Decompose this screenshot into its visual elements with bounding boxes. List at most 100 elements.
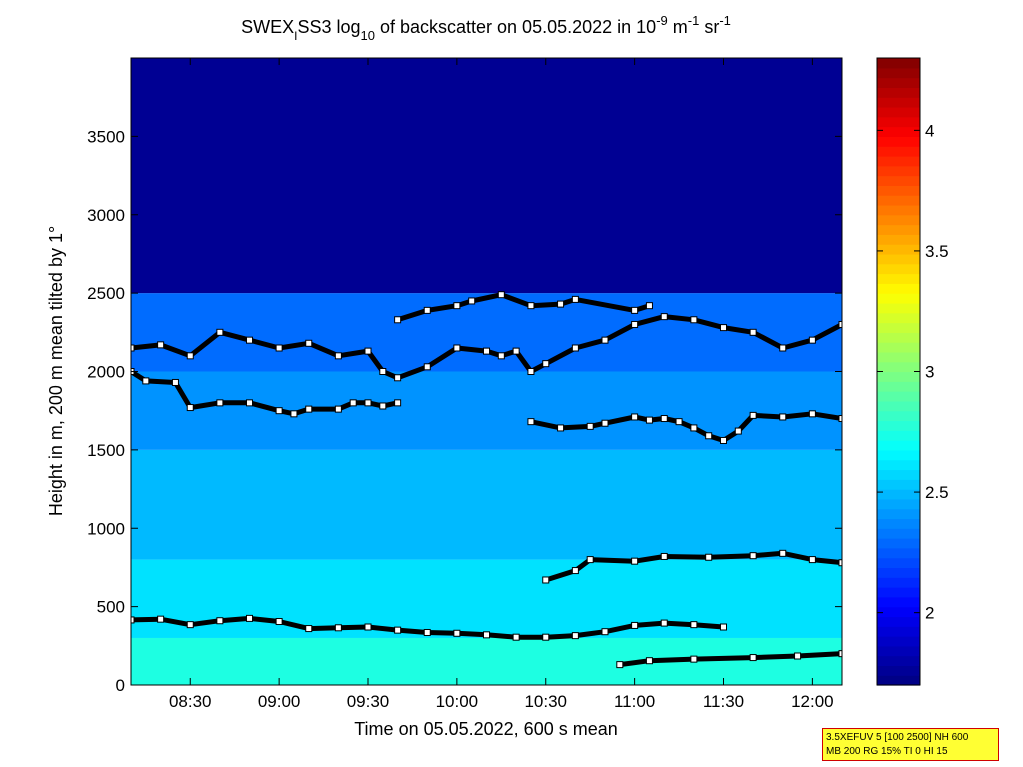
title-prefix: SWEX xyxy=(241,17,294,37)
layer-marker xyxy=(394,626,402,634)
x-tick-label: 10:30 xyxy=(524,692,567,711)
title-mid: SS3 log xyxy=(297,17,360,37)
colorbar-segment xyxy=(877,567,920,578)
settings-info-box: 3.5XEFUV 5 [100 2500] NH 600 MB 200 RG 1… xyxy=(822,728,999,761)
colorbar-segment xyxy=(877,204,920,216)
x-axis-label: Time on 05.05.2022, 600 s mean xyxy=(354,719,618,739)
y-tick-label: 3000 xyxy=(87,206,125,225)
colorbar-segment xyxy=(877,136,920,147)
colorbar-segment xyxy=(877,312,920,324)
colorbar-segment xyxy=(877,273,920,284)
field-band-4 xyxy=(131,293,842,372)
colorbar xyxy=(877,58,920,686)
colorbar-segment xyxy=(877,322,920,333)
layer-marker xyxy=(690,316,698,324)
layer-marker xyxy=(571,295,579,303)
x-axis: 08:30 09:00 09:30 10:00 10:30 11:00 11:30 12:00 xyxy=(169,58,834,711)
colorbar-segment xyxy=(877,557,920,569)
layer-marker xyxy=(275,618,283,626)
colorbar-segment xyxy=(877,175,920,186)
layer-marker xyxy=(705,432,713,440)
colorbar-segment xyxy=(877,508,920,520)
colorbar-segment xyxy=(877,293,920,304)
chart-title: SWEXISS3 log10 of backscatter on 05.05.2… xyxy=(241,13,731,43)
colorbar-tick-label: 2 xyxy=(925,604,934,623)
layer-marker xyxy=(290,410,298,418)
colorbar-segment xyxy=(877,479,920,490)
colorbar-segment xyxy=(877,185,920,196)
layer-marker xyxy=(749,552,757,560)
layer-marker xyxy=(779,549,787,557)
layer-marker xyxy=(216,617,224,625)
layer-marker xyxy=(483,347,490,355)
layer-marker xyxy=(423,306,431,314)
layer-marker xyxy=(216,328,224,336)
layer-marker xyxy=(586,422,594,430)
layer-marker xyxy=(246,336,253,344)
layer-marker xyxy=(364,623,372,631)
title-unit2: sr xyxy=(699,17,719,37)
x-tick-label: 09:00 xyxy=(258,692,301,711)
layer-marker xyxy=(690,655,698,663)
y-tick-label: 2500 xyxy=(87,284,125,303)
colorbar-segment xyxy=(877,165,920,177)
layer-marker xyxy=(705,553,713,561)
layer-marker xyxy=(794,652,802,660)
layer-marker xyxy=(808,410,816,418)
colorbar-segment xyxy=(877,342,920,353)
layer-marker xyxy=(275,344,283,352)
layer-marker xyxy=(734,427,742,435)
layer-marker xyxy=(512,633,520,641)
colorbar-segment xyxy=(877,155,920,167)
colorbar-segment xyxy=(877,195,920,206)
layer-marker xyxy=(305,339,313,347)
colorbar-segment xyxy=(877,655,920,667)
colorbar-segment xyxy=(877,518,920,529)
colorbar-segment xyxy=(877,146,920,157)
colorbar-segment xyxy=(877,577,920,588)
layer-marker xyxy=(690,621,698,629)
colorbar-segment xyxy=(877,234,920,245)
colorbar-segment xyxy=(877,665,920,676)
layer-marker xyxy=(305,405,313,413)
layer-marker xyxy=(645,657,653,665)
title-sup2: -1 xyxy=(688,13,700,28)
layer-marker xyxy=(631,413,639,421)
layer-line-4 xyxy=(530,411,842,443)
colorbar-segment xyxy=(877,469,920,480)
layer-marker xyxy=(808,336,816,344)
colorbar-segment xyxy=(877,498,920,510)
layer-marker xyxy=(571,567,579,575)
colorbar-segment xyxy=(877,675,920,686)
layer-line-2 xyxy=(545,550,842,583)
colorbar-segment xyxy=(877,391,920,402)
colorbar-segment xyxy=(877,381,920,392)
title-unit1: m xyxy=(668,17,688,37)
y-axis: 0 500 1000 1500 2000 2500 3000 3500 xyxy=(87,127,842,695)
title-sub-10: 10 xyxy=(361,28,375,43)
layer-marker xyxy=(749,328,757,336)
layer-marker xyxy=(423,363,431,371)
colorbar-segment xyxy=(877,67,920,79)
layer-marker xyxy=(631,621,639,629)
colorbar-segment xyxy=(877,459,920,471)
layer-marker xyxy=(246,399,253,407)
colorbar-tick-label: 4 xyxy=(925,121,934,140)
backscatter-field xyxy=(131,58,842,685)
colorbar-segment xyxy=(877,371,920,382)
colorbar-segment xyxy=(877,636,920,647)
layer-marker xyxy=(186,352,194,360)
title-sub-i: I xyxy=(294,29,297,43)
layer-marker xyxy=(453,629,461,637)
colorbar-segment xyxy=(877,244,920,255)
y-tick-label: 3500 xyxy=(87,127,125,146)
colorbar-segment xyxy=(877,606,920,618)
layer-line-6 xyxy=(396,292,651,323)
colorbar-segment xyxy=(877,400,920,412)
layer-marker xyxy=(660,313,668,321)
colorbar-segment xyxy=(877,224,920,235)
layer-marker xyxy=(186,404,194,412)
layer-marker xyxy=(675,418,683,426)
colorbar-segment xyxy=(877,410,920,422)
